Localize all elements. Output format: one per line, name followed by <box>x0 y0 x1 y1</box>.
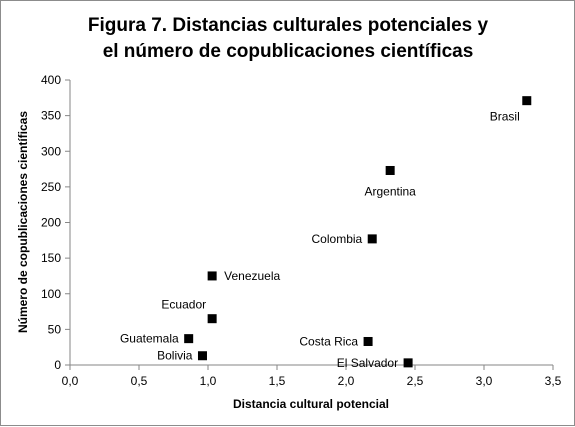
data-point-label: Venezuela <box>224 269 280 283</box>
data-point-label: Argentina <box>364 184 416 198</box>
data-point-marker <box>207 271 217 281</box>
data-point-label: El Salvador <box>337 356 398 370</box>
data-point-marker <box>522 96 532 106</box>
data-point-marker <box>363 336 373 346</box>
data-point-marker <box>403 358 413 368</box>
data-point-marker <box>207 314 217 324</box>
chart-title-line-1: Figura 7. Distancias culturales potencia… <box>88 15 489 36</box>
x-tick-label: 0,0 <box>62 374 79 388</box>
y-tick-label: 0 <box>54 358 61 372</box>
x-tick-label: 0,5 <box>131 374 148 388</box>
y-tick-label: 50 <box>48 322 62 336</box>
y-axis-title: Número de copublicaciones científicas <box>16 111 30 333</box>
axes <box>65 79 554 370</box>
data-point-marker <box>385 165 395 175</box>
chart-title-line-2: el número de copublicaciones científicas <box>103 41 474 62</box>
x-tick-label: 3,0 <box>476 374 493 388</box>
x-tick-label: 3,5 <box>545 374 562 388</box>
data-point-label: Brasil <box>490 110 520 124</box>
y-tick-label: 250 <box>41 180 61 194</box>
data-point-label: Bolivia <box>157 349 193 363</box>
data-point-label: Ecuador <box>161 298 206 312</box>
data-point-marker <box>184 334 194 344</box>
y-tick-label: 300 <box>41 144 61 158</box>
tick-labels: 0,0 0,5 1,0 1,5 2,0 2,5 3,0 3,5 0 50 100 150 200 250 3… <box>41 73 562 388</box>
x-tick-label: 2,5 <box>407 374 424 388</box>
x-tick-label: 1,5 <box>269 374 286 388</box>
data-point-marker <box>197 351 207 361</box>
data-point-label: Costa Rica <box>299 334 358 348</box>
x-tick-label: 2,0 <box>338 374 355 388</box>
data-point-label: Guatemala <box>120 332 179 346</box>
data-point-marker <box>367 234 377 244</box>
y-tick-label: 150 <box>41 251 61 265</box>
y-tick-label: 400 <box>41 73 61 87</box>
x-axis-title: Distancia cultural potencial <box>233 397 389 411</box>
y-tick-label: 350 <box>41 109 61 123</box>
y-tick-label: 100 <box>41 287 61 301</box>
x-tick-label: 1,0 <box>200 374 217 388</box>
data-point-label: Colombia <box>312 232 363 246</box>
data-points: Brasil Argentina Colombia Venezuela Ecuador G… <box>120 96 532 370</box>
y-tick-label: 200 <box>41 216 61 230</box>
